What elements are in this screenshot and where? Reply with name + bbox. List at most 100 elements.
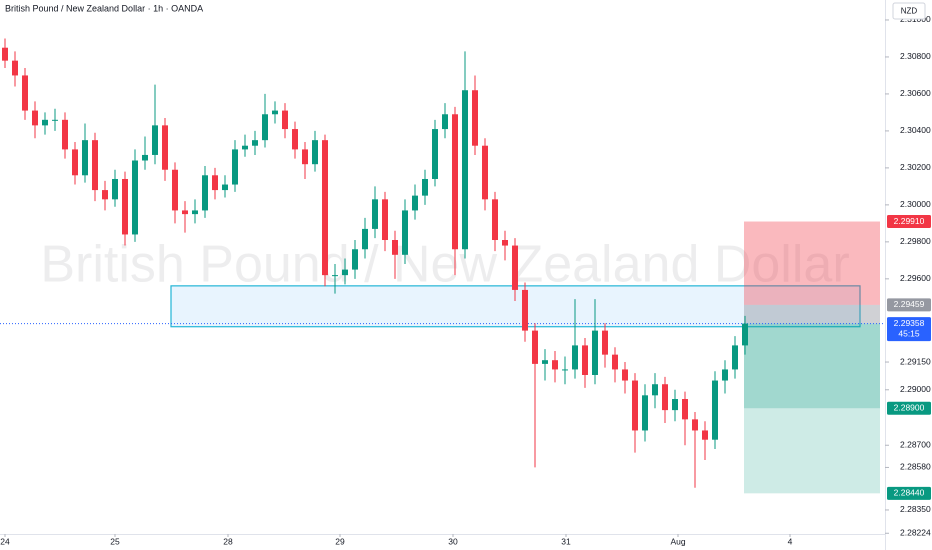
candle-body [332, 275, 338, 277]
candle-body [42, 119, 48, 126]
candle-body [202, 175, 208, 211]
candle-body [722, 369, 728, 381]
y-tick-label: 2.28700 [900, 439, 931, 449]
open-loss-zone [744, 304, 880, 324]
y-tick-label: 2.28350 [900, 504, 931, 514]
candle-body [562, 369, 568, 371]
candle-body [472, 90, 478, 146]
y-tick-label: 2.29000 [900, 384, 931, 394]
candle-body [582, 345, 588, 375]
candle-body [182, 210, 188, 215]
candle-body [602, 330, 608, 355]
candle-body [282, 110, 288, 130]
price-label: 2.29910 [894, 216, 925, 226]
candle-body [152, 125, 158, 155]
price-label-box [887, 486, 931, 500]
candle-body [732, 345, 738, 370]
drawings [0, 221, 885, 494]
x-tick-label: 28 [223, 536, 233, 546]
stop-zone [744, 221, 880, 305]
currency-box[interactable] [892, 2, 926, 20]
candle-body [462, 90, 468, 250]
candle-body [82, 140, 88, 176]
price-label: 2.28900 [894, 403, 925, 413]
candle-body [92, 140, 98, 191]
price-label-box [887, 215, 931, 229]
x-tick-label: 24 [0, 536, 10, 546]
candle-body [2, 47, 8, 61]
candle-body [662, 384, 668, 411]
candle-body [122, 178, 128, 235]
candle-body [62, 119, 68, 150]
candle-body [252, 140, 258, 146]
price-label-box [887, 298, 931, 312]
candle-body [362, 228, 368, 250]
countdown: 45:15 [898, 328, 920, 338]
candle-body [272, 110, 278, 115]
candle-body [702, 430, 708, 440]
candle-body [222, 184, 228, 191]
candle-body [742, 323, 748, 346]
y-tick-label: 2.30000 [900, 199, 931, 209]
candle-body [232, 149, 238, 185]
candle-body [412, 195, 418, 211]
candle-body [692, 419, 698, 431]
candle-body [682, 399, 688, 420]
target-zone [744, 408, 880, 494]
candle-body [52, 119, 58, 121]
currency[interactable]: NZD [901, 7, 918, 16]
candle-body [532, 330, 538, 364]
candle-body [672, 399, 678, 411]
y-tick-label: 2.30800 [900, 51, 931, 61]
candle-body [142, 154, 148, 161]
candle-body [342, 269, 348, 276]
y-tick-label: 2.29600 [900, 273, 931, 283]
y-tick-label: 2.29800 [900, 236, 931, 246]
candle-body [572, 345, 578, 370]
x-tick-label: 30 [448, 536, 458, 546]
candle-body [422, 178, 428, 196]
candle-body [592, 330, 598, 375]
candle-body [372, 199, 378, 229]
x-tick-label: 25 [110, 536, 120, 546]
candle-body [102, 190, 108, 200]
candle-body [322, 140, 328, 276]
y-tick-label: 2.30400 [900, 125, 931, 135]
candle-body [242, 145, 248, 150]
x-tick-label: 31 [561, 536, 571, 546]
candle-body [32, 110, 38, 126]
chart-title: British Pound / New Zealand Dollar · 1h … [5, 3, 203, 13]
candle-body [132, 160, 138, 235]
candle-body [622, 369, 628, 381]
candle-body [612, 354, 618, 370]
price-label: 2.28440 [894, 488, 925, 498]
candle-body [72, 149, 78, 176]
candle-body [162, 125, 168, 170]
candle-body [172, 169, 178, 211]
price-label: 2.29358 [894, 318, 925, 328]
y-tick-label: 2.28580 [900, 462, 931, 472]
candle-body [382, 199, 388, 241]
candles [2, 38, 748, 488]
x-tick-label: Aug [670, 536, 685, 546]
open-profit-zone [744, 323, 880, 409]
price-label-box [887, 317, 931, 342]
candle-body [212, 175, 218, 191]
y-tick-label: 2.29150 [900, 356, 931, 366]
candle-body [192, 210, 198, 215]
candle-body [642, 395, 648, 431]
candle-body [542, 360, 548, 364]
y-tick-label: 2.30200 [900, 162, 931, 172]
candle-body [402, 210, 408, 255]
candle-body [262, 114, 268, 141]
candle-body [512, 245, 518, 290]
candle-body [452, 114, 458, 250]
candle-body [112, 178, 118, 200]
candle-body [352, 249, 358, 270]
y-tick-label: 2.28224 [900, 528, 931, 538]
price-label: 2.29459 [894, 299, 925, 309]
candle-body [632, 380, 638, 431]
candle-body [652, 384, 658, 396]
candle-body [312, 140, 318, 165]
